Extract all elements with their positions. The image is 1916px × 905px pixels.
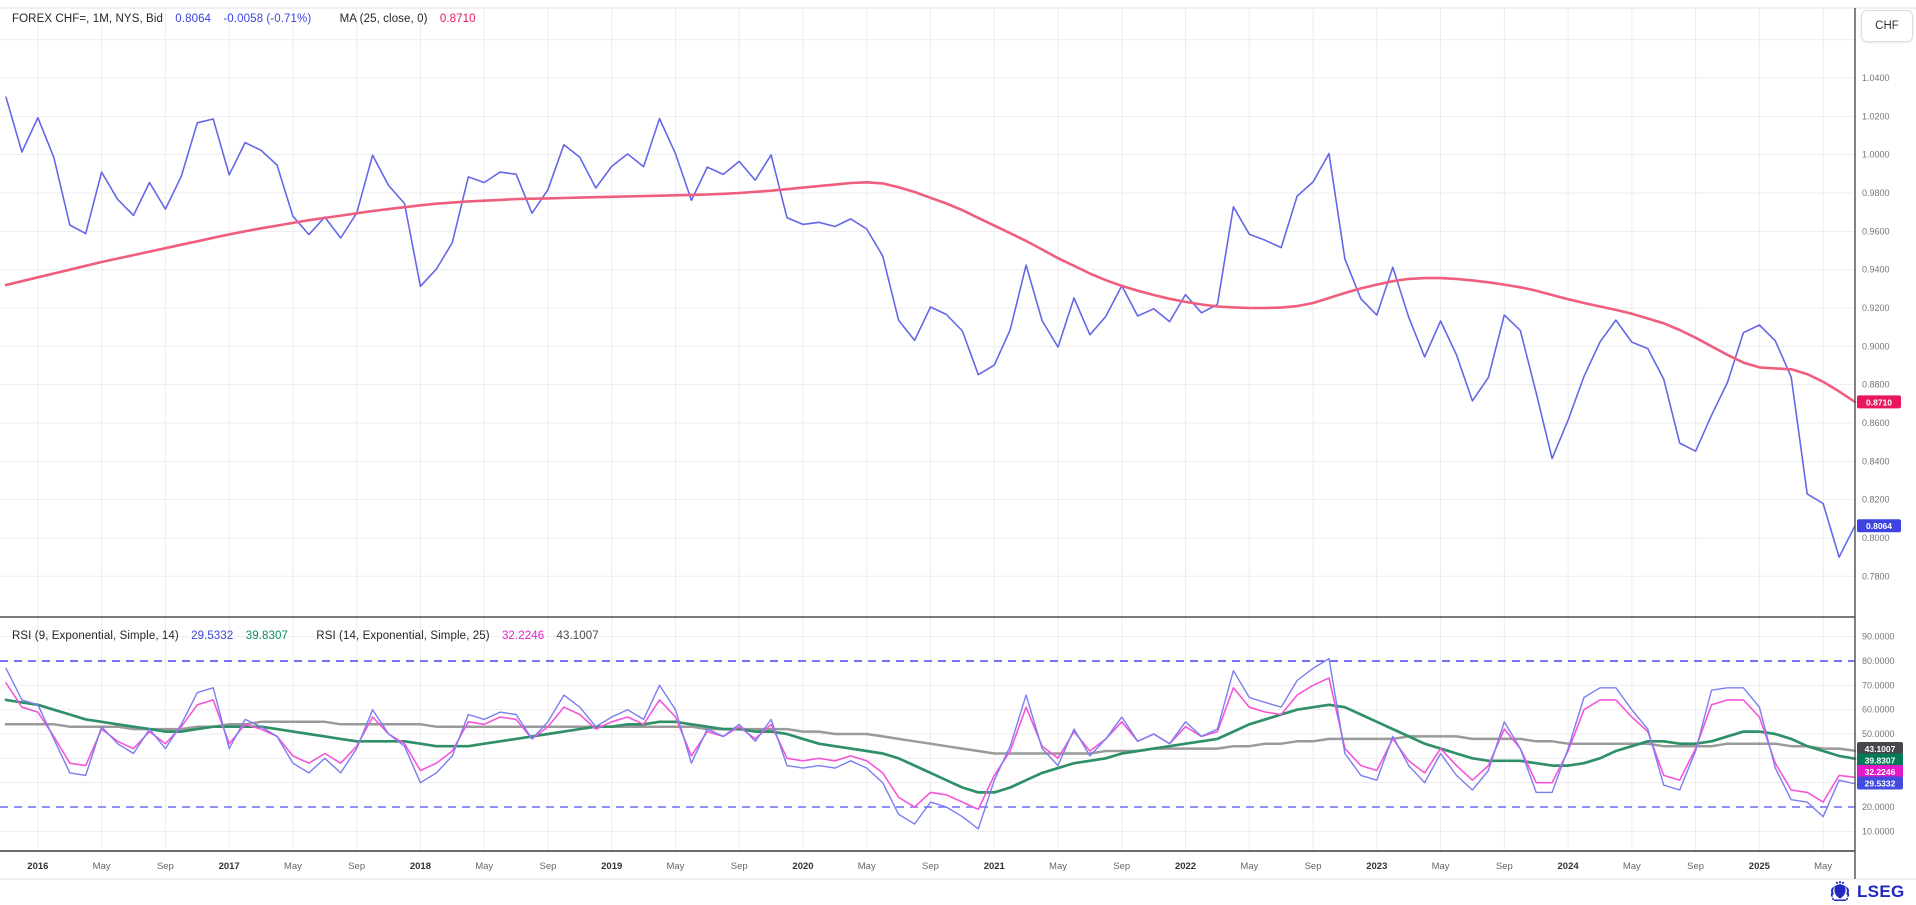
- rsi-badge-bg: [1857, 765, 1903, 778]
- rsi9-line: [5, 657, 1856, 830]
- price-legend[interactable]: FOREX CHF=, 1M, NYS, Bid 0.8064 -0.0058 …: [12, 13, 485, 25]
- x-axis-label: Sep: [1687, 861, 1704, 872]
- price-tick-label: 0.7800: [1862, 571, 1890, 581]
- rsi1-signal-value: 39.8307: [245, 630, 288, 642]
- price-tick-label: 0.9200: [1862, 303, 1890, 313]
- price-tick-label: 1.0200: [1862, 111, 1890, 121]
- x-axis-label: 2022: [1175, 861, 1196, 872]
- x-axis-label: 2018: [410, 861, 431, 872]
- rsi1-label: RSI (9, Exponential, Simple, 14): [12, 630, 179, 642]
- rsi-tick-label: 90.0000: [1862, 632, 1895, 642]
- lseg-brand: LSEG: [1828, 880, 1905, 904]
- last-price-value: 0.8064: [175, 13, 212, 25]
- last-price-badge-text: 0.8064: [1866, 521, 1892, 531]
- lseg-wordmark: LSEG: [1857, 882, 1905, 901]
- price-tick-label: 1.0400: [1862, 73, 1890, 83]
- price-tick-label: 0.9400: [1862, 265, 1890, 275]
- x-axis-label: 2016: [27, 861, 48, 872]
- x-axis-label: 2025: [1749, 861, 1771, 872]
- x-axis-label: May: [93, 861, 111, 872]
- rsi-badge-bg: [1857, 742, 1903, 755]
- price-tick-label: 0.8400: [1862, 456, 1890, 466]
- x-axis-label: May: [1623, 861, 1641, 872]
- x-axis-label: Sep: [731, 861, 748, 872]
- rsi14-line: [5, 677, 1856, 811]
- ma-price-badge-bg: [1857, 395, 1901, 409]
- x-axis-label: 2023: [1366, 861, 1387, 872]
- x-axis-label: May: [1049, 861, 1067, 872]
- rsi9-signal-line: [4, 698, 1857, 794]
- x-axis-label: May: [1240, 861, 1258, 872]
- rsi2-label: RSI (14, Exponential, Simple, 25): [316, 630, 490, 642]
- price-tick-label: 0.8200: [1862, 495, 1890, 505]
- ma-label: MA (25, close, 0): [339, 13, 428, 25]
- axis-currency-button[interactable]: CHF: [1861, 10, 1913, 42]
- rsi-tick-label: 80.0000: [1862, 656, 1895, 666]
- ma-price-badge-text: 0.8710: [1866, 397, 1892, 407]
- x-axis-label: Sep: [348, 861, 365, 872]
- rsi-legend[interactable]: RSI (9, Exponential, Simple, 14) 29.5332…: [12, 630, 608, 642]
- price-tick-label: 0.8800: [1862, 380, 1890, 390]
- rsi-tick-label: 70.0000: [1862, 680, 1895, 690]
- x-axis-label: 2024: [1558, 861, 1580, 872]
- price-tick-label: 0.9000: [1862, 341, 1890, 351]
- ma-value: 0.8710: [439, 13, 476, 25]
- rsi-tick-label: 50.0000: [1862, 729, 1895, 739]
- price-tick-label: 0.9800: [1862, 188, 1890, 198]
- price-change-value: -0.0058 (-0.71%): [223, 13, 312, 25]
- rsi2-signal-value: 43.1007: [556, 630, 599, 642]
- price-tick-label: 0.8000: [1862, 533, 1890, 543]
- x-axis-label: 2017: [219, 861, 240, 872]
- price-tick-label: 0.8600: [1862, 418, 1890, 428]
- x-axis-label: May: [475, 861, 493, 872]
- rsi-badge-bg: [1857, 776, 1903, 790]
- x-axis-label: 2021: [984, 861, 1006, 872]
- ma-series-line: [4, 181, 1857, 404]
- x-axis-label: Sep: [922, 861, 939, 872]
- x-axis-label: 2020: [792, 861, 813, 872]
- instrument-label: FOREX CHF=, 1M, NYS, Bid: [12, 13, 163, 25]
- x-axis-label: May: [858, 861, 876, 872]
- rsi14-signal-line: [4, 720, 1857, 755]
- rsi-tick-label: 20.0000: [1862, 802, 1895, 812]
- x-axis-label: 2019: [601, 861, 622, 872]
- rsi-tick-label: 60.0000: [1862, 705, 1895, 715]
- x-axis-label: Sep: [157, 861, 174, 872]
- price-tick-label: 1.0000: [1862, 150, 1890, 160]
- x-axis-label: May: [1432, 861, 1450, 872]
- x-axis-label: Sep: [1113, 861, 1130, 872]
- x-axis-label: May: [284, 861, 302, 872]
- x-axis-label: May: [1814, 861, 1832, 872]
- rsi1-value: 29.5332: [191, 630, 234, 642]
- x-axis-label: Sep: [539, 861, 556, 872]
- rsi-badge-text: 32.2246: [1865, 767, 1896, 777]
- rsi-badge-text: 39.8307: [1865, 756, 1896, 766]
- price-series-line: [5, 96, 1856, 558]
- rsi-tick-label: 10.0000: [1862, 826, 1895, 836]
- x-axis-label: May: [666, 861, 684, 872]
- x-axis-label: Sep: [1496, 861, 1513, 872]
- lseg-crest-icon: [1830, 881, 1850, 901]
- price-tick-label: 0.9600: [1862, 226, 1890, 236]
- x-axis-label: Sep: [1305, 861, 1322, 872]
- last-price-badge-bg: [1857, 519, 1901, 533]
- rsi-badge-text: 29.5332: [1865, 779, 1896, 789]
- rsi-badge-bg: [1857, 753, 1903, 767]
- rsi2-value: 32.2246: [501, 630, 545, 642]
- rsi-badge-text: 43.1007: [1865, 744, 1896, 754]
